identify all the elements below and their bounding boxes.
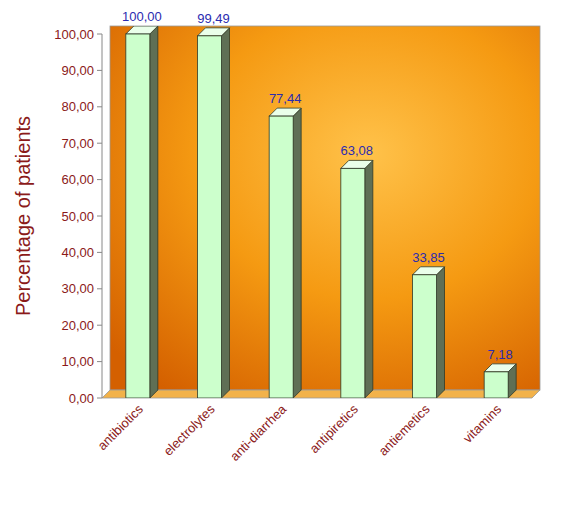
bar — [341, 160, 373, 398]
y-tick — [97, 361, 102, 362]
bar — [413, 267, 445, 398]
plot-background — [110, 26, 540, 390]
data-label: 77,44 — [269, 91, 302, 106]
data-label: 7,18 — [488, 347, 513, 362]
bar-side — [437, 267, 445, 398]
x-tick-label: antipiretics — [306, 401, 361, 456]
y-tick — [97, 252, 102, 253]
y-tick-label: 50,00 — [61, 209, 94, 224]
bar-face — [341, 168, 365, 398]
y-tick-label: 70,00 — [61, 136, 94, 151]
bar-face — [198, 36, 222, 398]
y-tick — [97, 398, 102, 399]
x-tick-label: electrolytes — [161, 401, 218, 458]
x-tick-label: anti-diarrhea — [227, 401, 290, 464]
y-tick — [97, 34, 102, 35]
bar-side — [222, 28, 230, 398]
bar — [269, 108, 301, 398]
bar — [484, 364, 516, 398]
y-tick-label: 10,00 — [61, 354, 94, 369]
x-tick-label: antibiotics — [94, 401, 146, 453]
y-tick — [97, 143, 102, 144]
bar-face — [269, 116, 293, 398]
bar-face — [126, 34, 150, 398]
bar-side — [293, 108, 301, 398]
bars — [126, 26, 516, 398]
bar-top — [341, 160, 373, 168]
y-tick — [97, 216, 102, 217]
x-tick-label: antiemetics — [376, 401, 433, 458]
y-tick-label: 30,00 — [61, 281, 94, 296]
data-label: 63,08 — [341, 143, 374, 158]
y-tick-label: 40,00 — [61, 245, 94, 260]
y-tick — [97, 70, 102, 71]
bar-top — [269, 108, 301, 116]
data-label: 99,49 — [197, 11, 230, 26]
bar-top — [413, 267, 445, 275]
y-tick — [97, 325, 102, 326]
y-tick-label: 60,00 — [61, 172, 94, 187]
bar — [198, 28, 230, 398]
y-tick — [97, 288, 102, 289]
y-tick-label: 0,00 — [69, 391, 94, 406]
bar-side — [365, 160, 373, 398]
bar — [126, 26, 158, 398]
plot-floor — [102, 390, 540, 398]
y-tick — [97, 179, 102, 180]
bar-top — [484, 364, 516, 372]
data-label: 100,00 — [122, 9, 162, 24]
chart: 0,00 10,00 20,00 30,00 40,00 50,00 60,00 70,00 8… — [0, 0, 561, 512]
bar-top — [198, 28, 230, 36]
bar-face — [413, 275, 437, 398]
bar-top — [126, 26, 158, 34]
y-axis-title: Percentage of patients — [12, 116, 34, 316]
y-tick-label: 80,00 — [61, 99, 94, 114]
y-tick — [97, 106, 102, 107]
data-label: 33,85 — [412, 250, 445, 265]
y-tick-label: 20,00 — [61, 318, 94, 333]
y-tick-label: 90,00 — [61, 63, 94, 78]
x-tick-label: vitamins — [460, 401, 505, 446]
bar-face — [484, 372, 508, 398]
y-tick-label: 100,00 — [54, 27, 94, 42]
bar-side — [150, 26, 158, 398]
